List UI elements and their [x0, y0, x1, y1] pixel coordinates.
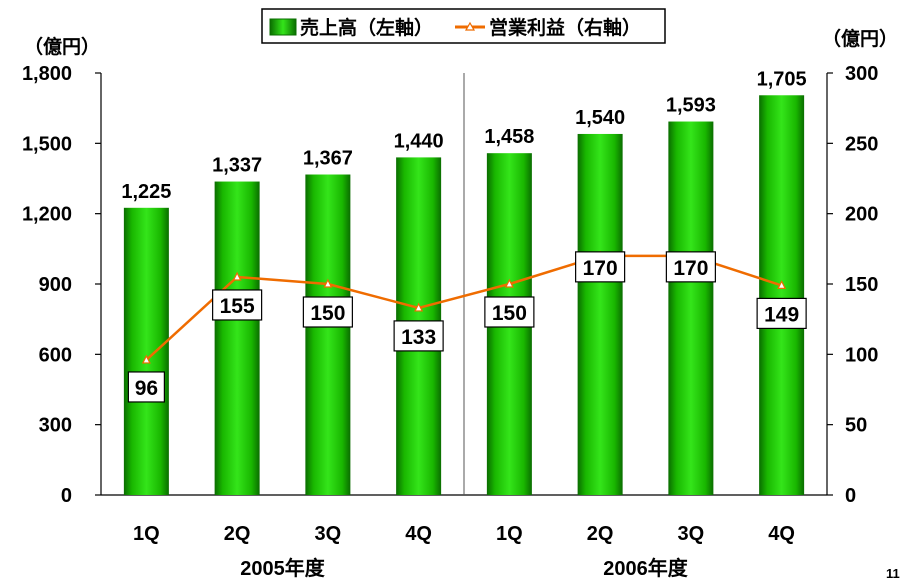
- profit-data-label-group: 170: [665, 251, 716, 283]
- page-number: 11: [886, 566, 900, 581]
- profit-marker: [232, 271, 242, 281]
- sales-data-label: 1,225: [121, 181, 171, 203]
- left-tick-label: 0: [61, 485, 72, 507]
- profit-label-text: 155: [220, 295, 255, 318]
- profit-marker: [414, 302, 424, 312]
- sales-data-label: 1,540: [575, 107, 625, 129]
- fiscal-year-label: 2006年度: [603, 556, 688, 580]
- right-tick-label: 300: [845, 63, 878, 85]
- left-axis-unit: （億円）: [24, 35, 100, 58]
- sales-data-label: 1,458: [484, 126, 534, 148]
- profit-label-box: [212, 289, 263, 321]
- profit-label-box: [484, 296, 535, 328]
- fiscal-year-label: 2005年度: [240, 556, 325, 580]
- profit-label-box: [127, 371, 165, 403]
- sales-data-label: 1,440: [394, 130, 444, 152]
- sales-bar: [123, 207, 169, 496]
- x-tick-label: 3Q: [678, 523, 705, 545]
- profit-data-label-group: 170: [575, 251, 626, 283]
- left-tick-label: 900: [39, 274, 72, 296]
- right-tick-label: 150: [845, 274, 878, 296]
- left-tick-label: 1,800: [22, 63, 72, 85]
- left-tick-label: 600: [39, 344, 72, 366]
- right-tick-label: 100: [845, 344, 878, 366]
- left-tick-label: 1,200: [22, 204, 72, 226]
- x-axis-labels: 1Q 2Q 3Q 4Q 1Q 2Q 3Q 4Q 2005年度 2006年度: [133, 523, 795, 580]
- sales-bar: [577, 133, 623, 495]
- legend: 売上高（左軸） 営業利益（右軸）: [261, 8, 666, 44]
- bar-data-labels: 1,225 1,337 1,367 1,440 1,458 1,540 1,593 1,705: [121, 68, 806, 203]
- right-tick-label: 250: [845, 133, 878, 155]
- x-tick-label: 3Q: [315, 523, 342, 545]
- x-tick-label: 4Q: [405, 523, 432, 545]
- sales-data-label: 1,705: [757, 68, 807, 90]
- profit-label-text: 150: [492, 302, 527, 325]
- profit-label-text: 170: [673, 257, 708, 280]
- sales-data-label: 1,367: [303, 148, 353, 170]
- profit-data-labels: 96 155 150 133 150 170 170 149: [127, 251, 807, 403]
- x-tick-label: 2Q: [587, 523, 614, 545]
- profit-marker: [777, 280, 787, 290]
- profit-label-box: [302, 296, 353, 328]
- x-tick-label: 2Q: [224, 523, 251, 545]
- legend-line-marker: [464, 21, 476, 31]
- profit-label-box: [756, 297, 807, 330]
- profit-marker: [141, 354, 151, 364]
- bars: [123, 95, 805, 496]
- profit-label-box: [393, 320, 444, 352]
- profit-label-text: 133: [401, 326, 436, 349]
- profit-marker: [323, 278, 333, 288]
- sales-bar: [759, 95, 805, 496]
- legend-bar-label: 売上高（左軸）: [300, 16, 433, 39]
- right-axis-unit: （億円）: [822, 27, 898, 50]
- profit-data-label-group: 150: [484, 296, 535, 328]
- right-tick-label: 50: [845, 415, 867, 437]
- right-tick-label: 0: [845, 485, 856, 507]
- profit-label-text: 150: [310, 302, 345, 325]
- profit-data-label-group: 133: [393, 320, 444, 352]
- sales-data-label: 1,337: [212, 155, 262, 177]
- profit-data-label-group: 155: [212, 289, 263, 321]
- left-tick-label: 1,500: [22, 133, 72, 155]
- legend-bar-swatch: [269, 18, 297, 36]
- x-tick-label: 1Q: [496, 523, 523, 545]
- sales-bar: [214, 181, 260, 495]
- sales-bar: [668, 121, 714, 495]
- profit-label-text: 170: [583, 257, 618, 280]
- profit-label-text: 96: [135, 377, 158, 400]
- right-tick-label: 200: [845, 204, 878, 226]
- sales-data-label: 1,593: [666, 95, 716, 117]
- sales-bar: [305, 174, 351, 495]
- profit-label-box: [665, 251, 716, 283]
- profit-marker: [504, 278, 514, 288]
- left-tick-label: 300: [39, 415, 72, 437]
- profit-label-box: [575, 251, 626, 283]
- profit-data-label-group: 150: [302, 296, 353, 328]
- legend-line-label: 営業利益（右軸）: [489, 16, 641, 39]
- x-tick-label: 4Q: [768, 523, 795, 545]
- profit-label-text: 149: [764, 303, 799, 326]
- profit-data-label-group: 149: [756, 297, 807, 330]
- x-tick-label: 1Q: [133, 523, 160, 545]
- profit-data-label-group: 96: [127, 371, 165, 403]
